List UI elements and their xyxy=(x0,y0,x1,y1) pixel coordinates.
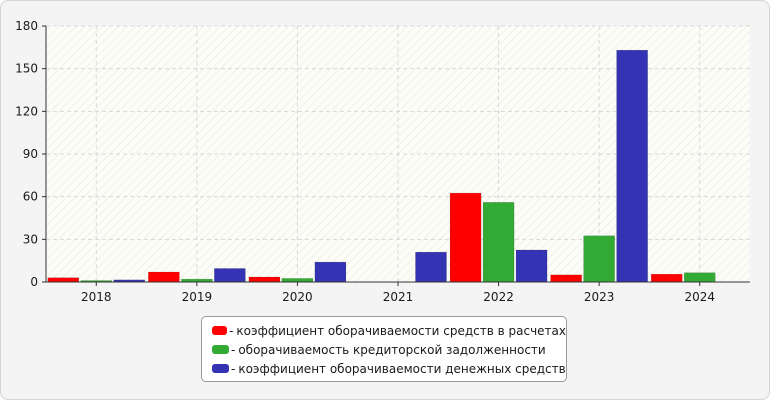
legend-item: - коэффициент оборачиваемости денежных с… xyxy=(212,359,566,378)
axes: 0 30 60 90 120 150 180 2018 2019 2020 2021 2022 2023… xyxy=(15,19,750,304)
y-tick-label: 180 xyxy=(15,19,38,33)
bar xyxy=(550,274,582,283)
bar xyxy=(314,261,347,283)
bars xyxy=(47,49,716,283)
bar xyxy=(583,235,615,283)
legend-dash: - xyxy=(231,342,236,357)
legend-swatch xyxy=(212,326,228,335)
y-tick-label: 60 xyxy=(23,190,38,204)
x-tick-label: 2019 xyxy=(182,290,213,304)
y-tick-label: 0 xyxy=(30,275,38,289)
bar xyxy=(281,278,314,283)
y-tick-label: 120 xyxy=(15,104,38,118)
legend-dash: - xyxy=(231,361,236,376)
bar xyxy=(214,268,246,283)
bar xyxy=(449,192,482,283)
legend: - коэффициент оборачиваемости средств в … xyxy=(201,316,567,382)
bar xyxy=(148,271,180,283)
legend-item: - коэффициент оборачиваемости средств в … xyxy=(212,321,566,340)
bar xyxy=(683,272,716,283)
y-tick-label: 30 xyxy=(23,232,38,246)
legend-label: оборачиваемость кредиторской задолженнос… xyxy=(238,342,546,357)
y-tick-label: 90 xyxy=(23,147,38,161)
x-tick-label: 2020 xyxy=(282,290,313,304)
legend-swatch xyxy=(212,345,229,354)
x-tick-label: 2023 xyxy=(584,290,615,304)
x-tick-label: 2022 xyxy=(483,290,514,304)
bar xyxy=(515,249,548,283)
bar xyxy=(47,277,80,283)
legend-label: коэффициент оборачиваемости средств в ра… xyxy=(236,323,566,338)
bar xyxy=(415,251,447,283)
x-tick-label: 2021 xyxy=(383,290,414,304)
bar xyxy=(616,49,648,283)
legend-swatch xyxy=(212,364,229,373)
bar xyxy=(650,273,683,283)
bar xyxy=(482,202,515,283)
legend-label: коэффициент оборачиваемости денежных сре… xyxy=(238,361,566,376)
legend-dash: - xyxy=(229,323,234,338)
grid xyxy=(46,25,750,282)
x-tick-label: 2024 xyxy=(684,290,715,304)
y-tick-label: 150 xyxy=(15,62,38,76)
x-tick-label: 2018 xyxy=(81,290,112,304)
bar xyxy=(248,276,281,283)
legend-item: - оборачиваемость кредиторской задолженн… xyxy=(212,340,566,359)
